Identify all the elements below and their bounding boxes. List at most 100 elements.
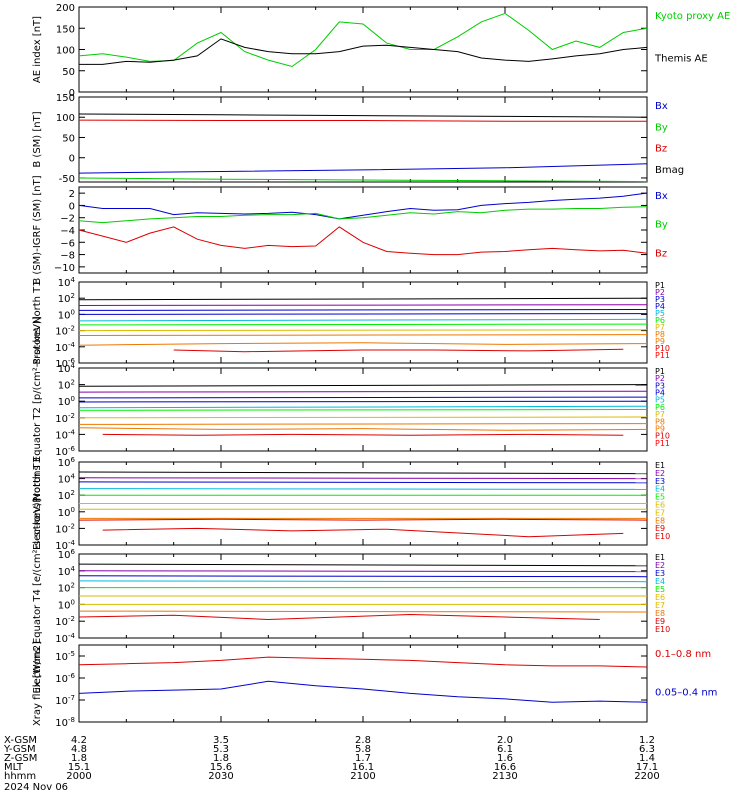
- y-tick-label: 10-4: [55, 632, 75, 645]
- legend-entry: P5: [655, 309, 665, 318]
- series-line: [78, 575, 648, 578]
- panel-2: -50 0 50 100 150 B (SM) [nT] Bx By Bz Bmag: [32, 93, 684, 185]
- time-tick-label: 2000: [66, 771, 91, 782]
- y-tick-label: 102: [58, 379, 75, 392]
- y-tick-label: 10-4: [55, 428, 75, 441]
- y-tick-label: 10-6: [55, 672, 75, 685]
- y-tick-label: 102: [58, 489, 75, 502]
- series-line: [78, 427, 648, 431]
- ephemeris-value: 1.4: [639, 753, 655, 764]
- legend-entry: E2: [655, 561, 665, 570]
- series-line: [78, 656, 648, 668]
- y-tick-label: 150: [56, 93, 75, 104]
- time-axis-label: hhmm: [4, 771, 36, 782]
- legend-entry: Bx: [655, 191, 668, 202]
- legend-entry: Kyoto proxy AE: [655, 11, 730, 22]
- legend-entry: E4: [655, 485, 665, 494]
- ephemeris-value: 2.0: [497, 735, 513, 746]
- series-line: [102, 527, 624, 538]
- ephemeris-value: 5.3: [213, 744, 229, 755]
- legend-entry: E1: [655, 553, 665, 562]
- panel-frame: [78, 281, 648, 364]
- legend-entry: P4: [655, 302, 665, 311]
- ephemeris-value: 15.6: [210, 762, 232, 773]
- time-tick-label: 2100: [350, 771, 375, 782]
- legend-entry: Bx: [655, 101, 668, 112]
- series-line: [78, 409, 648, 411]
- legend-entry: Bz: [655, 144, 667, 155]
- legend-entry: E5: [655, 493, 665, 502]
- legend-entry: P10: [655, 344, 670, 353]
- y-axis-label: B (SM) [nT]: [32, 111, 43, 167]
- ephemeris-label: X-GSM: [4, 735, 37, 746]
- panel-frame: [78, 644, 648, 723]
- ephemeris-value: 1.2: [639, 735, 655, 746]
- ephemeris-value: 17.1: [636, 762, 658, 773]
- series-line: [78, 226, 648, 256]
- legend-entry: E10: [655, 625, 670, 634]
- ephemeris-value: 1.6: [497, 753, 513, 764]
- series-line: [78, 613, 600, 621]
- panel-frame: [78, 6, 648, 93]
- legend-entry: Themis AE: [654, 54, 708, 65]
- y-tick-label: 10-4: [55, 539, 75, 552]
- ephemeris-value: 1.8: [213, 753, 229, 764]
- y-axis-label: Protons North T1: [32, 280, 43, 364]
- y-tick-label: 10-6: [55, 357, 75, 370]
- legend-entry: P3: [655, 381, 665, 390]
- series-line: [78, 329, 648, 332]
- legend-entry: E6: [655, 593, 665, 602]
- series-line: [78, 423, 648, 425]
- legend-entry: P4: [655, 389, 665, 398]
- series-line: [78, 384, 648, 387]
- series-line: [78, 318, 648, 322]
- y-tick-label: 10-2: [55, 615, 75, 628]
- ephemeris-value: 5.8: [355, 744, 371, 755]
- legend-entry: E5: [655, 585, 665, 594]
- legend-entry: E3: [655, 477, 665, 486]
- ephemeris-value: 16.6: [494, 762, 516, 773]
- legend-entry: P7: [655, 410, 665, 419]
- series-line: [78, 471, 648, 475]
- series-line: [78, 570, 648, 573]
- legend-entry: E3: [655, 569, 665, 578]
- y-tick-label: 10-2: [55, 325, 75, 338]
- y-axis-label: Electrons North T3: [32, 457, 43, 550]
- legend-entry: P11: [655, 351, 670, 360]
- legend-entry: E7: [655, 601, 665, 610]
- legend-entry: E9: [655, 617, 665, 626]
- ephemeris-label: MLT: [4, 762, 24, 773]
- series-line: [78, 113, 648, 118]
- series-line: [78, 192, 648, 220]
- series-line: [78, 518, 648, 521]
- series-line: [173, 348, 624, 353]
- y-tick-label: 100: [56, 113, 75, 124]
- series-line: [78, 119, 647, 122]
- legend-entry: P10: [655, 432, 670, 441]
- series-line: [78, 580, 648, 583]
- time-tick-label: 2030: [208, 771, 233, 782]
- series-line: [78, 177, 648, 183]
- series-line: [78, 297, 648, 301]
- y-tick-label: 0: [69, 154, 75, 165]
- legend-entry: E8: [655, 516, 665, 525]
- series-line: [78, 481, 648, 484]
- legend-entry: 0.05–0.4 nm: [655, 688, 717, 699]
- legend-entry: E8: [655, 609, 665, 618]
- y-axis-label: B (SM)-IGRF (SM) [nT]: [32, 175, 43, 284]
- y-tick-label: 200: [56, 3, 75, 14]
- series-line: [78, 405, 648, 409]
- time-tick-label: 2200: [634, 771, 659, 782]
- ephemeris-value: 2.8: [355, 735, 371, 746]
- y-tick-label: 10-7: [55, 694, 75, 707]
- y-tick-label: 100: [56, 46, 75, 57]
- y-tick-label: 100: [58, 308, 75, 321]
- series-line: [78, 206, 648, 224]
- y-tick-label: 150: [56, 24, 75, 35]
- legend-entry: E10: [655, 532, 670, 541]
- legend-entry: P5: [655, 396, 665, 405]
- y-tick-label: 100: [58, 506, 75, 519]
- ephemeris-label: Z-GSM: [4, 753, 37, 764]
- series-line: [78, 313, 648, 315]
